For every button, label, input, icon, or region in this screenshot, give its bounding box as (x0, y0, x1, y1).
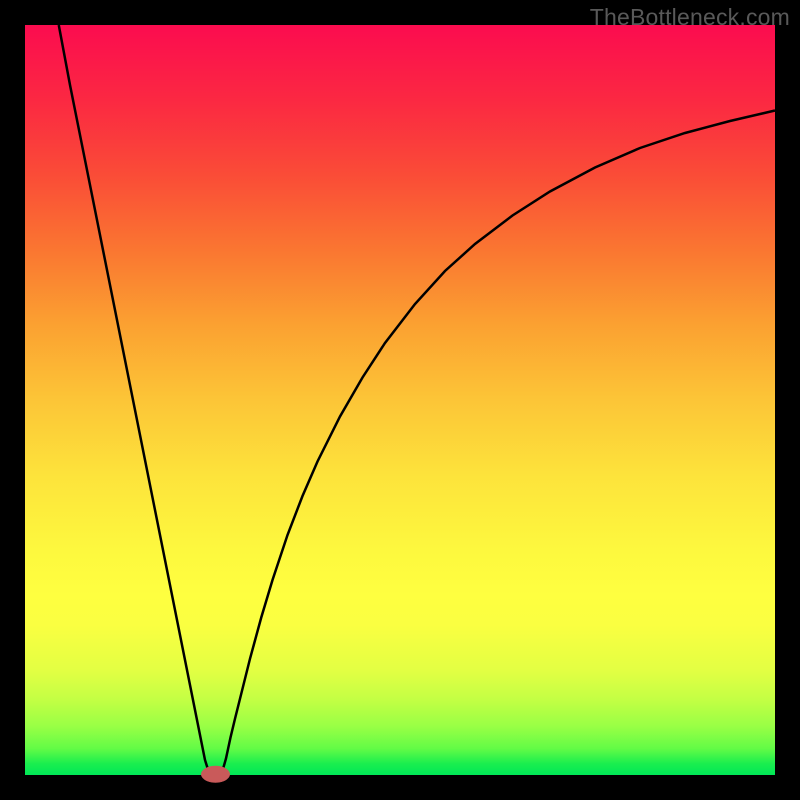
chart-background (25, 25, 775, 775)
watermark-text: TheBottleneck.com (590, 4, 790, 31)
chart-svg (0, 0, 800, 800)
chart-root: { "watermark": { "text": "TheBottleneck.… (0, 0, 800, 800)
current-config-marker (201, 766, 230, 783)
